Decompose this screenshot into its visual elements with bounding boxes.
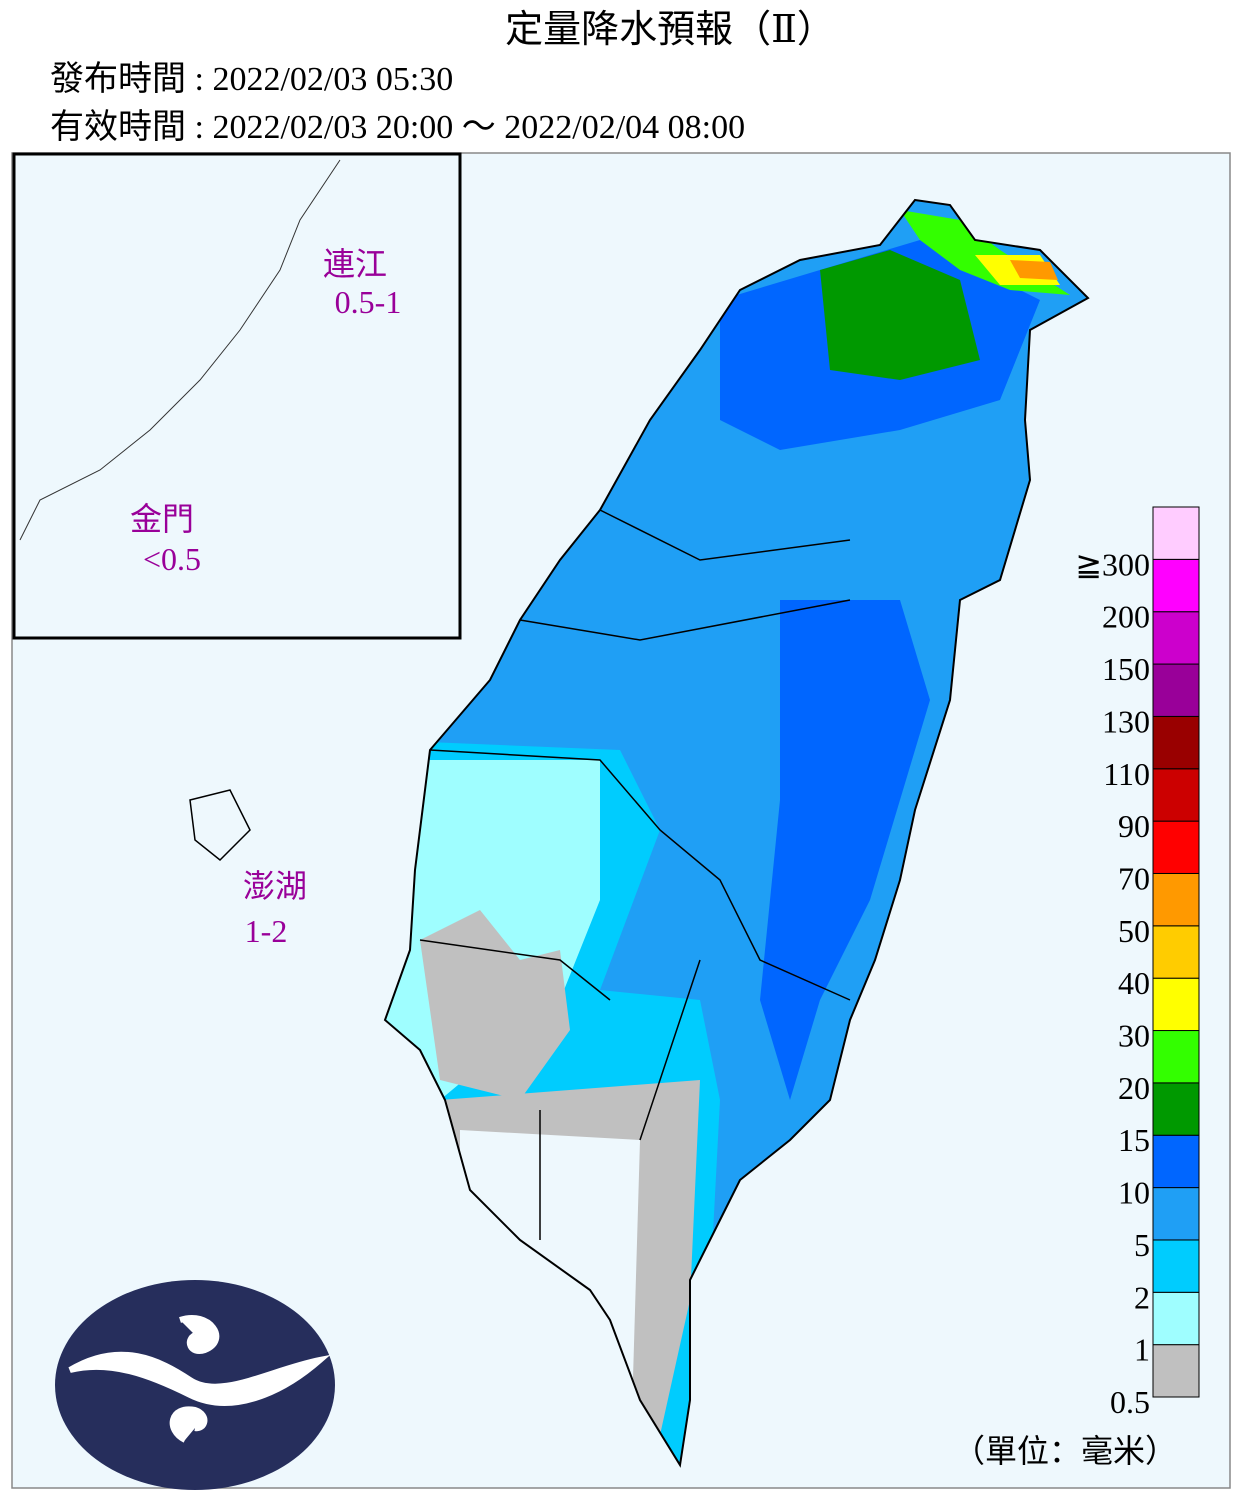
legend-swatch [1152, 1187, 1200, 1241]
legend-label: 90 [1118, 808, 1150, 844]
inset-box [12, 152, 462, 640]
legend-swatch [1152, 1082, 1200, 1136]
region-value: 0.5-1 [335, 284, 402, 320]
legend-swatch [1152, 1134, 1200, 1189]
legend-swatch [1152, 715, 1200, 770]
title: 定量降水預報（Ⅱ） [505, 9, 835, 51]
legend-label: 1 [1134, 1332, 1150, 1368]
rain-area [760, 600, 930, 1100]
rain-area [1010, 260, 1058, 280]
legend-swatch [1152, 820, 1200, 874]
legend-label: 20 [1118, 1070, 1150, 1106]
county-border [419, 509, 851, 1240]
legend-swatch [1152, 872, 1200, 927]
legend-swatch [1152, 768, 1200, 822]
legend-label: 50 [1118, 913, 1150, 949]
legend-label: 0.5 [1110, 1384, 1150, 1420]
legend-swatch [1152, 1030, 1200, 1084]
legend-label: 10 [1118, 1175, 1150, 1211]
region-value: <0.5 [143, 541, 201, 577]
unit-label: （單位：毫米） [953, 1433, 1177, 1469]
legend-swatch [1152, 1344, 1200, 1398]
legend-swatch [1152, 1239, 1200, 1293]
legend-label: ≧300 [1075, 546, 1150, 582]
legend-label: 70 [1118, 860, 1150, 896]
issue-time: 發布時間 : 2022/02/03 05:30 [50, 60, 453, 98]
legend-label: 110 [1103, 756, 1150, 792]
inset-coast [19, 159, 341, 541]
cwb-logo [55, 1280, 335, 1490]
legend-swatch [1152, 977, 1200, 1032]
legend-label: 40 [1118, 965, 1150, 1001]
legend-label: 2 [1134, 1279, 1150, 1315]
legend-label: 15 [1118, 1122, 1150, 1158]
region-name: 澎湖 [243, 868, 307, 904]
legend-swatch [1152, 663, 1200, 717]
legend-label: 150 [1102, 651, 1150, 687]
legend: 0.5 1 2 5 10 15 20 30 40 50 70 90 110 130 150 200 ≧300 [1075, 506, 1200, 1420]
logo-swirl [68, 1315, 331, 1443]
legend-label: 130 [1102, 703, 1150, 739]
region-name: 金門 [130, 501, 194, 537]
legend-swatch [1152, 506, 1200, 560]
legend-swatch [1152, 611, 1200, 665]
rain-area [420, 910, 570, 1100]
legend-label: 30 [1118, 1018, 1150, 1054]
region-name: 連江 [323, 246, 387, 282]
legend-swatch [1152, 925, 1200, 979]
valid-time: 有效時間 : 2022/02/03 20:00 ～ 2022/02/04 08:… [50, 108, 745, 146]
region-value: 1-2 [245, 913, 288, 949]
penghu-island [189, 789, 251, 862]
rain-area [820, 250, 980, 380]
legend-label: 5 [1134, 1227, 1150, 1263]
legend-label: 200 [1102, 599, 1150, 635]
legend-swatch [1152, 558, 1200, 613]
legend-swatch [1152, 1291, 1200, 1346]
